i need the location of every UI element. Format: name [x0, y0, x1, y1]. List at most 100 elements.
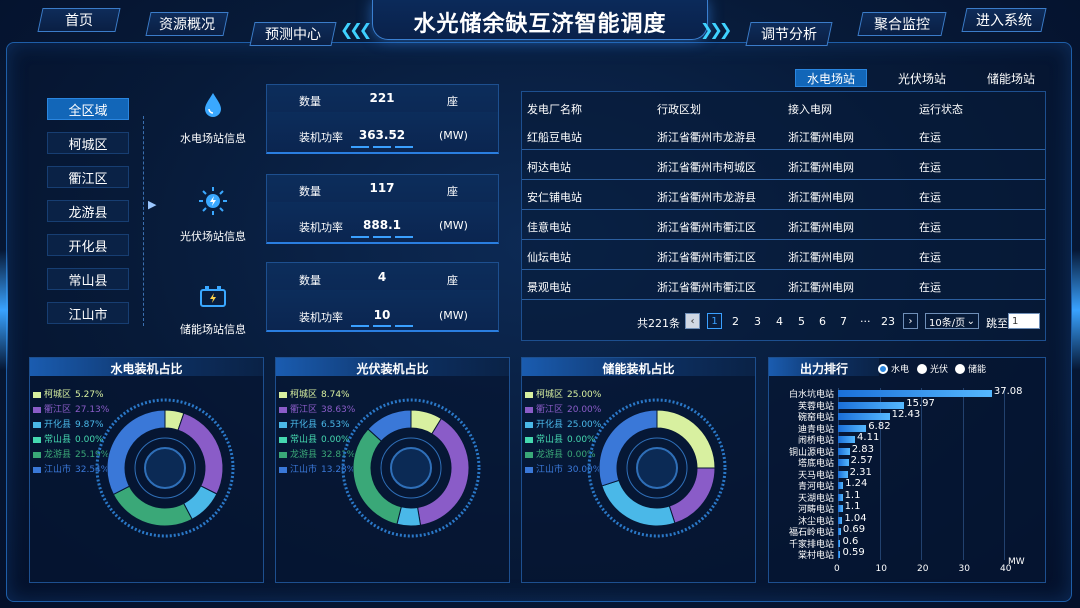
- legend-item[interactable]: 衢江区 20.00%: [525, 402, 601, 415]
- region-all[interactable]: 全区域: [47, 98, 129, 120]
- option-storage[interactable]: 储能: [955, 362, 986, 375]
- output-bar[interactable]: [838, 436, 856, 443]
- table-row[interactable]: 安仁铺电站 浙江省衢州市龙游县 浙江衢州电网 在运: [522, 180, 1045, 210]
- count-unit: 座: [447, 95, 458, 108]
- region-kaihua[interactable]: 开化县: [47, 234, 129, 256]
- underline: [395, 325, 413, 327]
- table-row[interactable]: 柯达电站 浙江省衢州市柯城区 浙江衢州电网 在运: [522, 150, 1045, 180]
- nav-enter-system[interactable]: 进入系统: [961, 8, 1047, 32]
- next-page-button[interactable]: ›: [903, 313, 918, 329]
- outer-tick-ring: [95, 398, 235, 538]
- cell-status: 在运: [919, 281, 941, 294]
- option-label: 储能: [968, 365, 987, 375]
- power-unit: (MW): [439, 309, 468, 322]
- legend-item[interactable]: 龙游县 32.81%: [279, 447, 355, 460]
- radio-selected-icon: [878, 363, 888, 374]
- output-bar[interactable]: [838, 401, 905, 409]
- page-23[interactable]: 23: [881, 315, 895, 328]
- storage-pie-panel: 储能装机占比: [521, 357, 756, 583]
- legend-item[interactable]: 开化县 6.53%: [279, 417, 350, 430]
- legend-item[interactable]: 江山市 13.28%: [279, 462, 355, 475]
- legend-item[interactable]: 龙游县 0.00%: [525, 447, 596, 460]
- legend-item[interactable]: 江山市 32.54%: [33, 462, 109, 475]
- legend-item[interactable]: 开化县 25.00%: [525, 417, 601, 430]
- nav-forecast[interactable]: 预测中心: [249, 22, 337, 46]
- tab-solar[interactable]: 光伏场站: [897, 71, 946, 86]
- region-jiangshan[interactable]: 江山市: [47, 302, 129, 324]
- legend-item[interactable]: 衢江区 38.63%: [279, 402, 355, 415]
- output-bar[interactable]: [838, 482, 844, 489]
- legend-swatch: [279, 451, 287, 458]
- output-bar[interactable]: [838, 447, 850, 455]
- legend-name: 江山市: [44, 465, 72, 475]
- nav-analysis[interactable]: 调节分析: [745, 22, 833, 46]
- legend-item[interactable]: 柯城区 25.00%: [525, 387, 601, 400]
- region-longyou[interactable]: 龙游县: [47, 200, 129, 222]
- output-bar[interactable]: [838, 470, 848, 478]
- legend-swatch: [525, 421, 533, 428]
- table-row[interactable]: 红船豆电站 浙江省衢州市龙游县 浙江衢州电网 在运: [522, 120, 1045, 150]
- output-bar[interactable]: [838, 459, 849, 466]
- legend-item[interactable]: 江山市 30.00%: [525, 462, 601, 475]
- table-row[interactable]: 佳意电站 浙江省衢州市衢江区 浙江衢州电网 在运: [522, 210, 1045, 240]
- page-2[interactable]: 2: [732, 315, 739, 328]
- legend-name: 开化县: [44, 420, 72, 430]
- storage-station-label: 储能场站信息: [180, 323, 246, 336]
- inner-ring: [144, 447, 186, 489]
- hydro-donut-chart: [95, 398, 235, 538]
- jump-page-input[interactable]: 1: [1008, 313, 1040, 329]
- tab-hydro[interactable]: 水电场站: [795, 69, 867, 87]
- page-1[interactable]: 1: [707, 313, 722, 329]
- legend-name: 衢江区: [290, 405, 318, 415]
- legend-value: 0.00%: [321, 435, 350, 445]
- bar-value: 12.43: [891, 409, 921, 420]
- legend-name: 常山县: [536, 435, 564, 445]
- legend-item[interactable]: 柯城区 5.27%: [33, 387, 104, 400]
- bar-label: 青河电站: [797, 482, 834, 492]
- output-bar[interactable]: [838, 424, 867, 432]
- page-3[interactable]: 3: [754, 315, 761, 328]
- region-qujiang[interactable]: 衢江区: [47, 166, 129, 188]
- page-size-select[interactable]: 10条/页 ⌄: [925, 313, 979, 329]
- prev-page-button[interactable]: ‹: [685, 313, 700, 329]
- legend-item[interactable]: 衢江区 27.13%: [33, 402, 109, 415]
- legend-item[interactable]: 常山县 0.00%: [525, 432, 596, 445]
- page-7[interactable]: 7: [840, 315, 847, 328]
- nav-home[interactable]: 首页: [37, 8, 121, 32]
- legend-item[interactable]: 开化县 9.87%: [33, 417, 104, 430]
- region-changshan[interactable]: 常山县: [47, 268, 129, 290]
- nav-label: 调节分析: [761, 27, 817, 43]
- legend-name: 开化县: [536, 420, 564, 430]
- region-kecheng[interactable]: 柯城区: [47, 132, 129, 154]
- output-bar[interactable]: [838, 539, 841, 547]
- output-bar[interactable]: [838, 551, 841, 558]
- battery-icon: [196, 280, 230, 314]
- page-5[interactable]: 5: [798, 315, 805, 328]
- tab-storage[interactable]: 储能场站: [986, 71, 1035, 86]
- nav-monitor[interactable]: 聚合监控: [857, 12, 947, 36]
- page-ellipsis[interactable]: ···: [860, 315, 871, 328]
- legend-item[interactable]: 常山县 0.00%: [279, 432, 350, 445]
- option-hydro[interactable]: 水电: [878, 362, 909, 375]
- legend-item[interactable]: 龙游县 25.19%: [33, 447, 109, 460]
- page-6[interactable]: 6: [819, 315, 826, 328]
- output-bar[interactable]: [838, 505, 843, 512]
- option-solar[interactable]: 光伏: [917, 362, 948, 375]
- output-bar[interactable]: [838, 413, 890, 420]
- table-row[interactable]: 景观电站 浙江省衢州市衢江区 浙江衢州电网 在运: [522, 270, 1045, 300]
- output-bar[interactable]: [838, 516, 843, 524]
- cell-grid: 浙江衢州电网: [788, 221, 854, 234]
- legend-item[interactable]: 柯城区 8.74%: [279, 387, 350, 400]
- underline: [373, 236, 391, 238]
- donut-slice: [367, 409, 412, 442]
- legend-item[interactable]: 常山县 0.00%: [33, 432, 104, 445]
- page-4[interactable]: 4: [776, 315, 783, 328]
- bar-value: 15.97: [906, 397, 935, 409]
- right-chevrons-icon: ❯❯❯: [700, 20, 732, 39]
- output-bar[interactable]: [838, 528, 841, 535]
- nav-label: 聚合监控: [874, 17, 930, 33]
- output-bar[interactable]: [838, 390, 992, 397]
- output-bar[interactable]: [838, 493, 843, 501]
- nav-resources[interactable]: 资源概况: [145, 12, 229, 36]
- table-row[interactable]: 仙坛电站 浙江省衢州市衢江区 浙江衢州电网 在运: [522, 240, 1045, 270]
